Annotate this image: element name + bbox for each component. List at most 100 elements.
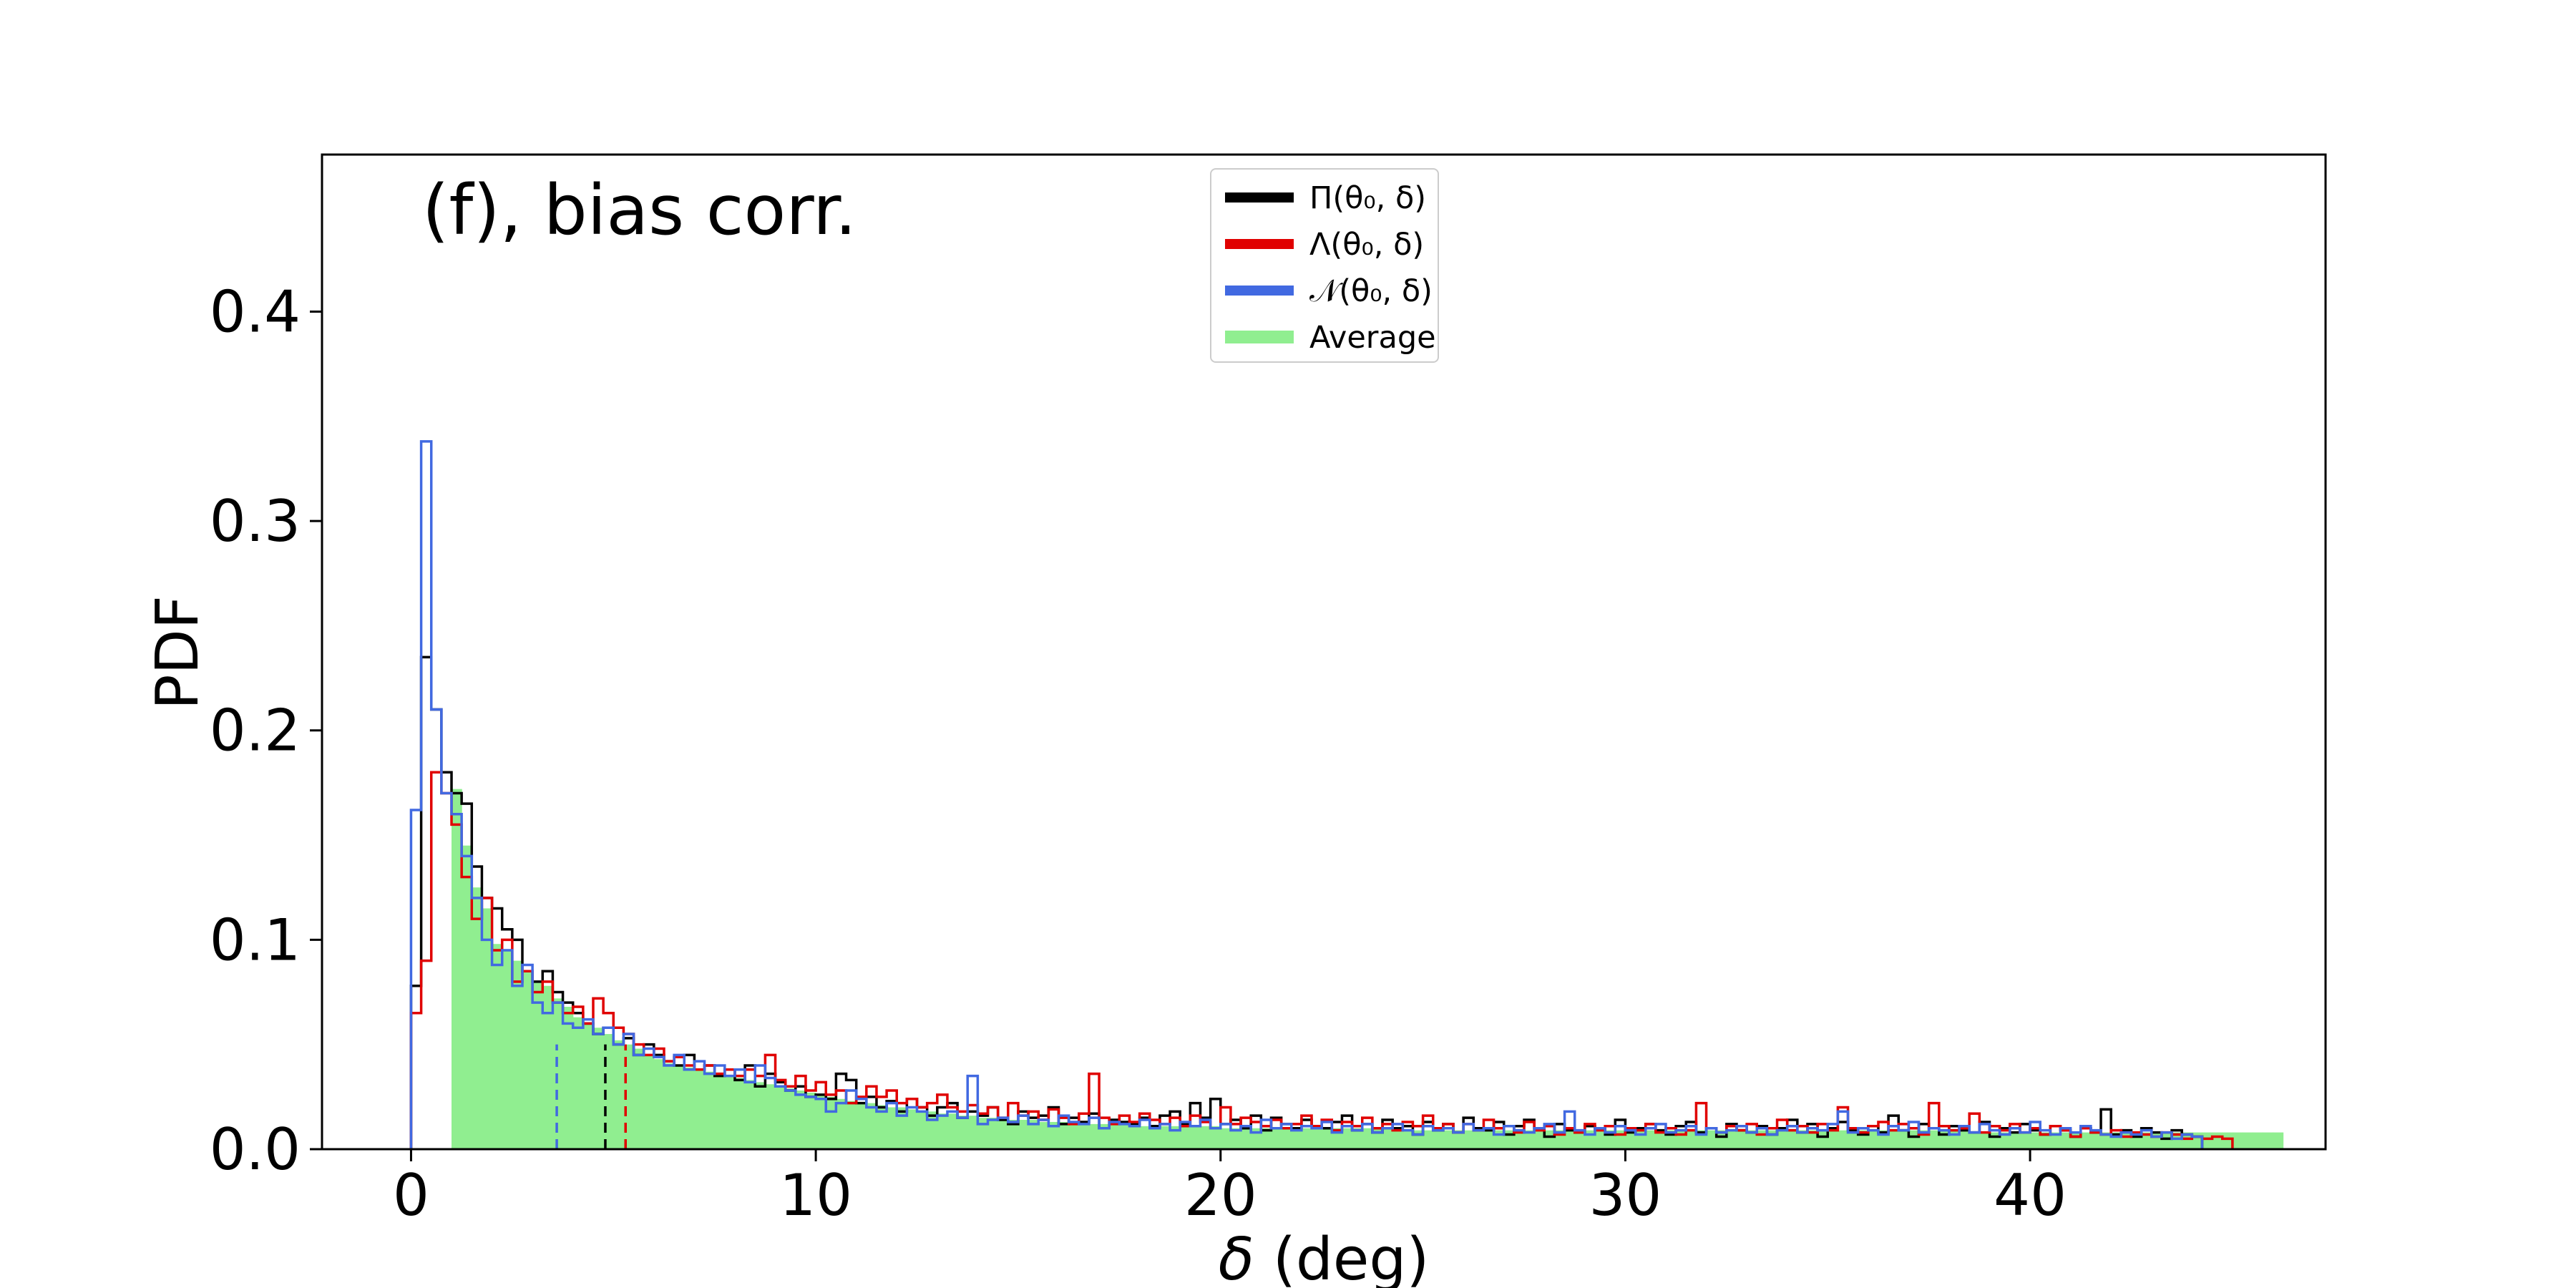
average-bar	[1868, 1130, 1879, 1149]
average-bar	[1230, 1128, 1241, 1149]
average-bar	[1979, 1132, 1991, 1149]
average-bar	[1423, 1130, 1434, 1149]
average-bar	[502, 950, 513, 1149]
average-bar	[1534, 1130, 1545, 1149]
average-bar	[1959, 1130, 1970, 1149]
average-bar	[653, 1059, 665, 1149]
average-bar	[1301, 1128, 1312, 1149]
average-bar	[542, 985, 554, 1149]
average-bar	[1342, 1128, 1353, 1149]
average-bar	[2040, 1132, 2051, 1149]
average-bar	[1322, 1128, 1332, 1149]
average-bar	[1312, 1128, 1322, 1149]
average-bar	[1291, 1128, 1302, 1149]
average-bar	[1513, 1130, 1525, 1149]
legend-label: 𝒩(θ₀, δ)	[1309, 273, 1433, 309]
series-step-layer	[409, 440, 2234, 1149]
average-bar	[1625, 1130, 1636, 1149]
average-bar	[1747, 1130, 1757, 1149]
y-tick-label: 0.4	[210, 278, 301, 345]
average-bar	[1139, 1126, 1151, 1149]
average-bar	[1898, 1130, 1909, 1149]
y-axis-label: PDF	[144, 595, 212, 710]
average-bar	[643, 1055, 655, 1149]
average-bar	[2090, 1132, 2102, 1149]
average-bar	[1200, 1126, 1211, 1149]
average-bar	[1180, 1126, 1191, 1149]
average-bar	[745, 1080, 756, 1149]
average-bar	[572, 1017, 584, 1149]
x-tick-label: 0	[393, 1162, 429, 1229]
average-bar	[562, 1007, 574, 1149]
average-bar	[917, 1111, 928, 1149]
average-bar	[532, 981, 543, 1149]
average-bar	[2222, 1132, 2233, 1149]
average-bar	[1999, 1132, 2011, 1149]
average-bar	[957, 1116, 968, 1149]
average-bar	[775, 1086, 786, 1149]
average-bar	[1149, 1126, 1161, 1149]
average-bar	[1838, 1130, 1849, 1149]
average-bar	[2273, 1132, 2284, 1149]
average-bar	[1281, 1128, 1292, 1149]
average-bar	[1220, 1128, 1231, 1149]
average-bar	[1241, 1128, 1252, 1149]
average-bar	[816, 1094, 826, 1149]
average-bar	[856, 1103, 867, 1149]
average-bar	[2253, 1132, 2263, 1149]
average-bar	[1706, 1130, 1717, 1149]
average-bar	[805, 1092, 816, 1149]
average-bar	[522, 971, 533, 1149]
average-bar	[1888, 1130, 1899, 1149]
average-bar	[1645, 1130, 1657, 1149]
average-bar	[937, 1113, 948, 1149]
average-bar	[2030, 1132, 2041, 1149]
average-bar	[2161, 1132, 2172, 1149]
average-bar	[2232, 1132, 2243, 1149]
average-bar	[1352, 1128, 1363, 1149]
average-bar	[1908, 1130, 1920, 1149]
average-bar	[947, 1113, 958, 1149]
average-bar	[1828, 1130, 1838, 1149]
average-bar	[1797, 1130, 1808, 1149]
average-bar	[1392, 1130, 1403, 1149]
average-bar	[1099, 1123, 1110, 1149]
average-bar	[1210, 1126, 1221, 1149]
average-bar	[1787, 1130, 1798, 1149]
average-bar	[472, 887, 483, 1149]
average-bar	[785, 1088, 796, 1149]
average-bar	[2080, 1132, 2092, 1149]
y-tick-label: 0.2	[210, 698, 301, 764]
average-bar	[1119, 1123, 1131, 1149]
average-bar	[1159, 1126, 1171, 1149]
average-bar	[1473, 1130, 1485, 1149]
average-bar	[1453, 1130, 1464, 1149]
average-bar	[846, 1101, 857, 1149]
average-bar	[1078, 1123, 1090, 1149]
average-bar	[1807, 1130, 1818, 1149]
average-bar	[1574, 1130, 1586, 1149]
y-tick-label: 0.0	[210, 1116, 301, 1183]
average-bar	[1068, 1121, 1080, 1149]
average-bar	[866, 1103, 877, 1149]
legend: Π(θ₀, δ) Λ(θ₀, δ) 𝒩(θ₀, δ) Average	[1210, 168, 1439, 363]
panel-title: (f), bias corr.	[422, 170, 857, 250]
average-bar	[2202, 1132, 2213, 1149]
average-bar	[826, 1096, 836, 1149]
average-bar	[1362, 1128, 1373, 1149]
average-bar	[1018, 1120, 1029, 1149]
average-bar	[1271, 1128, 1282, 1149]
average-bar	[1402, 1130, 1414, 1149]
average-bar	[987, 1118, 999, 1149]
legend-label: Average	[1309, 320, 1436, 356]
average-bar	[482, 908, 493, 1149]
average-bar	[2141, 1132, 2152, 1149]
legend-label: Λ(θ₀, δ)	[1309, 227, 1424, 263]
average-fill-layer	[452, 789, 2284, 1149]
average-bar	[1818, 1130, 1828, 1149]
y-tick-label: 0.3	[210, 488, 301, 555]
average-bar	[1655, 1130, 1667, 1149]
average-bar	[1443, 1130, 1454, 1149]
